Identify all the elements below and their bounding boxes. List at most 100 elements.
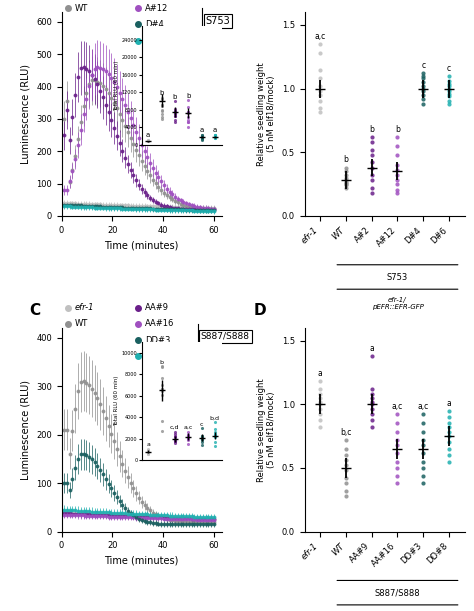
Point: [368, 393, 375, 403]
Text: a: a: [369, 344, 374, 353]
Point: [316, 39, 324, 49]
Text: c: c: [447, 64, 451, 73]
Point: [445, 86, 453, 96]
Point: [445, 431, 453, 441]
Text: WT: WT: [74, 4, 88, 13]
Point: [394, 132, 401, 142]
Text: S887/S888: S887/S888: [201, 332, 250, 341]
Y-axis label: Relative seedling weight
(5 nM elf18/mock): Relative seedling weight (5 nM elf18/moc…: [257, 378, 276, 481]
Text: AA#9: AA#9: [145, 303, 169, 312]
Point: [419, 73, 427, 83]
Point: [394, 456, 401, 466]
Point: [419, 435, 427, 445]
Text: S753: S753: [387, 273, 408, 282]
Point: [342, 450, 350, 460]
Text: efr-1: efr-1: [74, 303, 94, 312]
Point: [419, 428, 427, 437]
Text: AA#16: AA#16: [145, 320, 174, 328]
Point: [394, 470, 401, 480]
Point: [342, 474, 350, 483]
Text: DD#3: DD#3: [145, 335, 170, 345]
Text: D#4: D#4: [145, 20, 164, 29]
Point: [445, 422, 453, 432]
Point: [394, 448, 401, 458]
Point: [368, 422, 375, 432]
Point: [419, 448, 427, 458]
Point: [316, 400, 324, 409]
Point: [368, 415, 375, 425]
Point: [419, 440, 427, 450]
Point: [419, 99, 427, 109]
Point: [394, 175, 401, 185]
Text: D#6: D#6: [145, 36, 164, 45]
Point: [394, 188, 401, 198]
Point: [445, 81, 453, 91]
Point: [368, 351, 375, 360]
Point: [316, 404, 324, 414]
Point: [368, 170, 375, 180]
Text: a,c: a,c: [392, 403, 403, 411]
Point: [316, 389, 324, 399]
Point: [419, 419, 427, 428]
Point: [394, 428, 401, 437]
Point: [342, 180, 350, 190]
Point: [368, 158, 375, 167]
Point: [394, 165, 401, 175]
Point: [419, 463, 427, 473]
Point: [316, 81, 324, 91]
Point: [316, 422, 324, 432]
Point: [394, 179, 401, 189]
Point: [368, 404, 375, 414]
Point: [368, 150, 375, 159]
Text: A: A: [30, 0, 41, 3]
Point: [368, 389, 375, 399]
Point: [316, 415, 324, 425]
Point: [342, 461, 350, 470]
Point: [394, 160, 401, 170]
Text: a: a: [318, 369, 322, 378]
Point: [368, 132, 375, 142]
Point: [368, 183, 375, 193]
Text: B: B: [254, 0, 265, 3]
Point: [394, 170, 401, 180]
Point: [342, 444, 350, 454]
Point: [368, 384, 375, 394]
Point: [316, 86, 324, 96]
Text: WT: WT: [74, 320, 88, 328]
Text: A#12: A#12: [145, 4, 168, 13]
Point: [342, 486, 350, 496]
Point: [368, 137, 375, 147]
Point: [368, 175, 375, 185]
Point: [342, 163, 350, 172]
Text: S753: S753: [206, 16, 230, 26]
X-axis label: Time (minutes): Time (minutes): [104, 240, 179, 250]
Point: [368, 400, 375, 409]
Point: [316, 73, 324, 83]
Point: [419, 478, 427, 488]
Point: [419, 456, 427, 466]
Point: [342, 170, 350, 180]
Point: [368, 188, 375, 198]
Point: [316, 409, 324, 419]
Point: [342, 455, 350, 465]
Point: [445, 406, 453, 415]
Point: [368, 145, 375, 155]
Point: [445, 450, 453, 460]
Point: [394, 435, 401, 445]
Text: efr-1/
pEFR::EFR-GFP: efr-1/ pEFR::EFR-GFP: [372, 298, 423, 310]
Text: a: a: [447, 398, 451, 408]
Point: [394, 409, 401, 419]
Point: [394, 478, 401, 488]
Point: [394, 186, 401, 196]
Point: [342, 466, 350, 475]
Text: c: c: [421, 61, 425, 70]
Point: [394, 463, 401, 473]
Point: [316, 384, 324, 394]
Point: [316, 393, 324, 403]
Point: [394, 141, 401, 151]
Point: [419, 81, 427, 91]
Point: [316, 103, 324, 112]
Point: [419, 68, 427, 78]
Point: [394, 150, 401, 159]
Point: [394, 419, 401, 428]
